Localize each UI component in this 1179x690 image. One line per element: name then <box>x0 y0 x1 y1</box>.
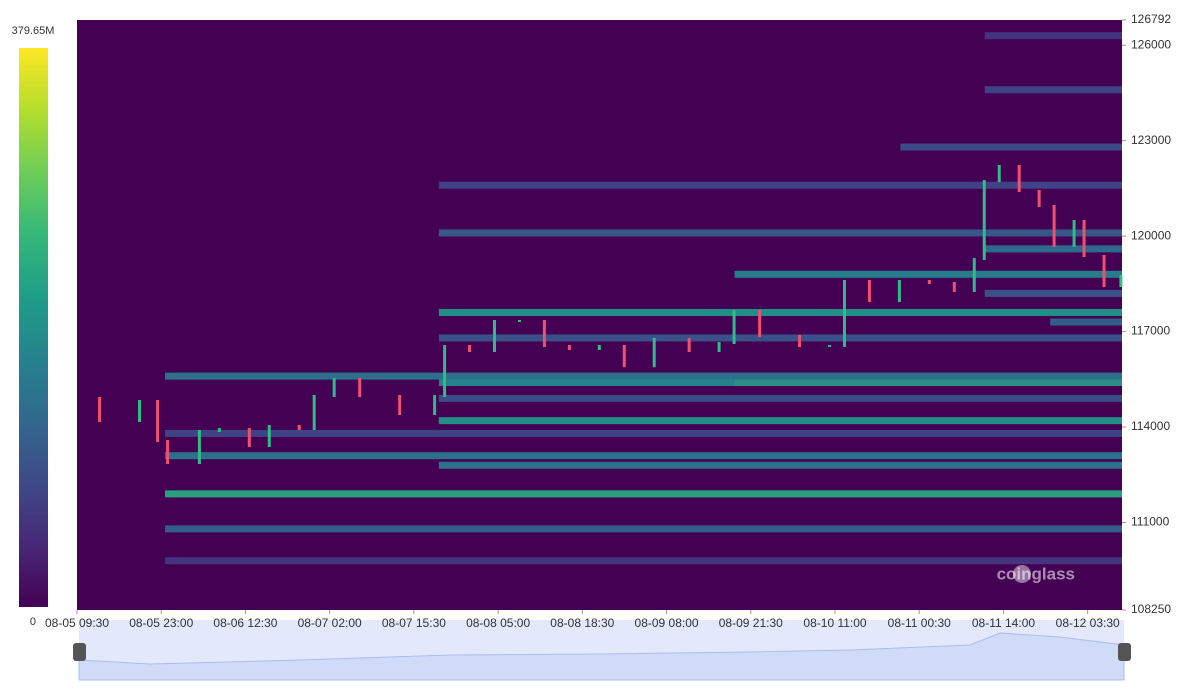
candle <box>828 345 832 348</box>
watermark-logo <box>1013 565 1031 583</box>
candle <box>717 342 721 353</box>
candle <box>622 345 626 368</box>
liquidation-band <box>164 429 1122 437</box>
candle <box>758 310 762 338</box>
y-tick-label: 114000 <box>1131 419 1170 433</box>
candle <box>798 335 802 348</box>
y-tick-label: 108250 <box>1131 602 1171 616</box>
liquidation-band <box>164 525 1122 533</box>
x-tick-label: 08-11 00:30 <box>888 616 951 630</box>
candle <box>468 345 472 353</box>
candle <box>267 425 271 448</box>
y-tick-label: 126000 <box>1131 37 1171 51</box>
candle <box>842 280 846 348</box>
candle <box>1037 190 1041 208</box>
candle <box>972 258 976 293</box>
watermark: coinglass <box>997 564 1075 583</box>
liquidation-band <box>438 378 1123 386</box>
candle <box>927 280 931 285</box>
x-tick-label: 08-09 21:30 <box>719 616 783 630</box>
liquidation-band <box>164 490 1122 498</box>
candle <box>542 320 546 348</box>
x-tick-label: 08-08 18:30 <box>550 616 614 630</box>
liquidation-band <box>438 394 1123 402</box>
candle <box>312 395 316 431</box>
colorbar-label: 0 <box>30 616 36 628</box>
x-tick-label: 08-08 05:00 <box>466 616 530 630</box>
liquidation-band <box>1050 318 1122 326</box>
x-tick-label: 08-05 09:30 <box>45 616 109 630</box>
liquidation-band <box>438 334 1123 342</box>
candle <box>867 280 871 303</box>
candle <box>982 180 986 261</box>
candle <box>217 428 221 433</box>
liquidation-band <box>164 452 1122 460</box>
candle <box>197 430 201 464</box>
candle <box>1119 275 1123 288</box>
candle <box>166 440 170 464</box>
candle <box>897 280 901 303</box>
candle <box>997 165 1001 183</box>
candle <box>732 310 736 345</box>
liquidation-band <box>900 143 1122 151</box>
y-tick-label: 111000 <box>1131 515 1170 529</box>
candle <box>1017 165 1021 193</box>
liquidation-band <box>438 181 1123 189</box>
candle <box>138 400 142 423</box>
candle <box>597 345 601 351</box>
liquidation-band <box>164 372 1122 380</box>
x-tick-label: 08-06 12:30 <box>213 616 277 630</box>
candle <box>247 428 251 448</box>
navigator-handle-left[interactable] <box>73 643 86 661</box>
x-tick-label: 08-05 23:00 <box>129 616 193 630</box>
navigator-series <box>78 632 1125 681</box>
liquidation-band <box>984 86 1122 94</box>
liquidation-band <box>734 270 1122 278</box>
navigator-handle-right[interactable] <box>1118 643 1131 661</box>
candle <box>1102 255 1106 288</box>
colorbar <box>19 48 48 607</box>
candle <box>493 320 496 353</box>
y-tick-label: 117000 <box>1131 324 1170 338</box>
x-tick-label: 08-12 03:30 <box>1056 616 1120 630</box>
liquidation-band <box>984 32 1122 40</box>
candle <box>952 282 956 293</box>
y-tick-label: 123000 <box>1131 133 1171 147</box>
candle <box>1082 220 1086 258</box>
candle <box>398 395 402 416</box>
colorbar-label: 379.65M <box>12 25 55 37</box>
candle <box>297 425 301 431</box>
liquidation-band <box>438 417 1123 425</box>
liquidation-band <box>438 308 1123 316</box>
x-tick-label: 08-11 14:00 <box>972 616 1035 630</box>
candle <box>687 338 691 353</box>
candle <box>98 397 102 423</box>
y-tick-label: 126792 <box>1131 12 1171 26</box>
x-tick-label: 08-09 08:00 <box>635 616 699 630</box>
candle <box>332 378 336 398</box>
candle <box>358 378 362 398</box>
liquidation-band <box>984 245 1122 253</box>
liquidation-band <box>438 229 1123 237</box>
candle <box>156 400 160 443</box>
candle <box>1072 220 1076 248</box>
candle <box>652 338 656 368</box>
liquidation-band <box>984 289 1122 297</box>
y-tick-label: 120000 <box>1131 228 1171 242</box>
candle <box>433 395 437 416</box>
x-tick-label: 08-07 02:00 <box>298 616 362 630</box>
candle <box>443 345 447 398</box>
candle <box>567 345 571 351</box>
x-tick-label: 08-07 15:30 <box>382 616 446 630</box>
plot <box>77 20 1123 610</box>
liquidation-band <box>438 461 1123 469</box>
candle <box>517 320 521 323</box>
x-tick-label: 08-10 11:00 <box>803 616 866 630</box>
liquidation-band <box>164 557 1122 565</box>
candle <box>1052 205 1056 248</box>
